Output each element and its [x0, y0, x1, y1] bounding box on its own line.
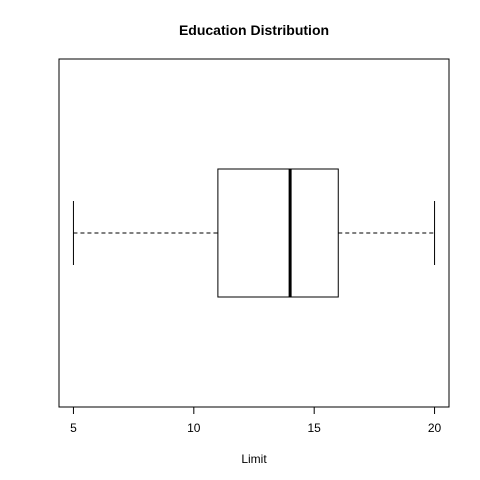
x-tick-label: 20 — [428, 421, 442, 435]
x-axis-label: Limit — [241, 452, 267, 466]
chart-title: Education Distribution — [179, 22, 329, 38]
x-tick-label: 15 — [308, 421, 322, 435]
x-axis-ticks: 5 10 15 20 — [70, 407, 441, 435]
iqr-box — [218, 169, 338, 297]
x-tick-label: 10 — [187, 421, 201, 435]
boxplot — [73, 169, 434, 297]
x-tick-label: 5 — [70, 421, 77, 435]
